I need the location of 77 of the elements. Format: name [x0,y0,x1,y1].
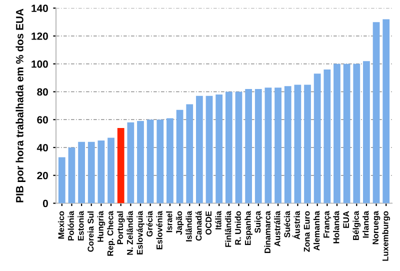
bar [284,86,292,204]
bar [314,74,321,204]
x-tick-label: Hungria [97,210,106,242]
x-tick-label: Coreia Sul [87,211,94,252]
x-tick-label: Estonia [78,210,84,240]
bar [353,64,360,204]
bar [196,96,203,204]
x-tick-label: Austrália [274,210,280,246]
bar [382,19,390,204]
y-tick-label: 100 [32,60,48,68]
y-tick-label: 20 [37,172,48,180]
x-tick-label: Suiça [254,210,262,233]
x-tick-label: Bélgica [352,210,361,240]
bar [343,64,350,204]
bar [324,69,331,204]
bar [78,142,85,204]
bar [156,120,164,204]
bar [186,104,194,204]
x-tick-label: Eslováquia [136,210,144,254]
y-axis-title: PIB por hora trabalhada em % dos EUA [16,8,26,202]
x-tick-label: Islândia [186,210,192,242]
y-tick-label: 120 [32,32,48,40]
x-tick-label: Holanda [333,210,340,244]
x-tick-label: Irlanda [362,210,369,238]
x-tick-label: Noruega [372,210,380,244]
bar [206,96,213,204]
bar [304,84,311,204]
x-tick-label: Itália [215,210,222,230]
bar [108,138,114,204]
bar [264,88,272,204]
bar [274,88,282,204]
bar [245,88,252,204]
x-tick-label: OCDE [206,211,212,235]
bar [117,128,124,204]
bar [363,61,370,204]
y-tick-label: 140 [32,4,48,12]
x-tick-label: Canadá [195,210,202,241]
bar [58,157,66,204]
y-tick-label: 80 [37,88,48,96]
bar [372,22,380,204]
x-tick-label: R. Unido [234,211,241,245]
x-tick-label: Polónia [68,210,74,240]
x-tick-label: França [324,210,332,238]
x-tick-label: Finlândia [224,210,232,247]
bar [88,142,95,204]
bar [216,94,223,204]
bar [235,92,242,204]
bar [294,84,302,204]
bar [146,120,154,204]
y-tick-label: 60 [37,116,48,124]
x-tick-label: Portugal [116,211,125,244]
bar [127,122,134,204]
x-tick-label: Mexico [58,211,64,239]
bar [68,148,76,204]
x-tick-label: Grécia [146,210,153,236]
y-tick-label: 40 [36,144,48,152]
x-tick-label: Japão [176,211,184,235]
x-tick-label: Israel [166,211,172,232]
bar [334,64,340,204]
x-tick-label: Espanha [244,210,252,246]
y-tick-label: 0 [42,200,48,208]
x-tick-label: Áustria [292,210,300,240]
x-tick-label: N. Zelândia [126,210,133,255]
x-tick-label: Rep. Checa [107,210,115,256]
x-tick-label: Eslovénia [156,210,162,250]
x-tick-label: Luxemburgo [382,211,390,261]
x-tick-label: EUA [343,211,350,228]
bar [254,88,262,204]
x-tick-label: Alemanha [313,210,320,251]
x-tick-label: Suécia [284,210,290,238]
bar [176,110,184,204]
x-tick-label: Zona Euro [304,211,310,252]
bar [137,121,144,204]
bar [225,92,232,204]
x-tick-label: Dinamarca [264,210,270,253]
bar [166,118,174,204]
bar [98,140,105,204]
